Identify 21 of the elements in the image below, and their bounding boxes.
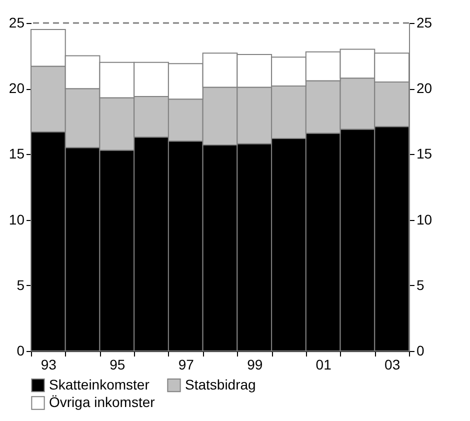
y2-tick-label: 25	[416, 14, 432, 30]
x-tick-label: 97	[178, 356, 194, 372]
y2-tick-label: 15	[416, 146, 432, 162]
y-tick-label: 15	[8, 146, 25, 162]
x-tick-label: 01	[316, 356, 332, 372]
x-tick-label: 95	[110, 356, 126, 372]
x-tick-label: 03	[384, 356, 400, 372]
legend-label: Övriga inkomster	[49, 394, 156, 410]
y-tick-label: 20	[8, 80, 25, 96]
y2-tick-label: 10	[416, 211, 432, 228]
x-tick-label: 93	[40, 356, 57, 372]
y2-tick-label: 20	[416, 80, 432, 96]
y-tick-label: 25	[8, 14, 25, 30]
legend-label: Skatteinkomster	[49, 376, 150, 392]
x-tick-label: 99	[247, 356, 263, 372]
legend-label: Statsbidrag	[185, 376, 256, 392]
y-tick-label: 10	[8, 211, 25, 228]
y-tick-label: 0	[16, 342, 25, 358]
y2-tick-label: 5	[416, 276, 424, 293]
y2-tick-label: 0	[416, 342, 424, 358]
y-tick-label: 5	[16, 276, 25, 293]
